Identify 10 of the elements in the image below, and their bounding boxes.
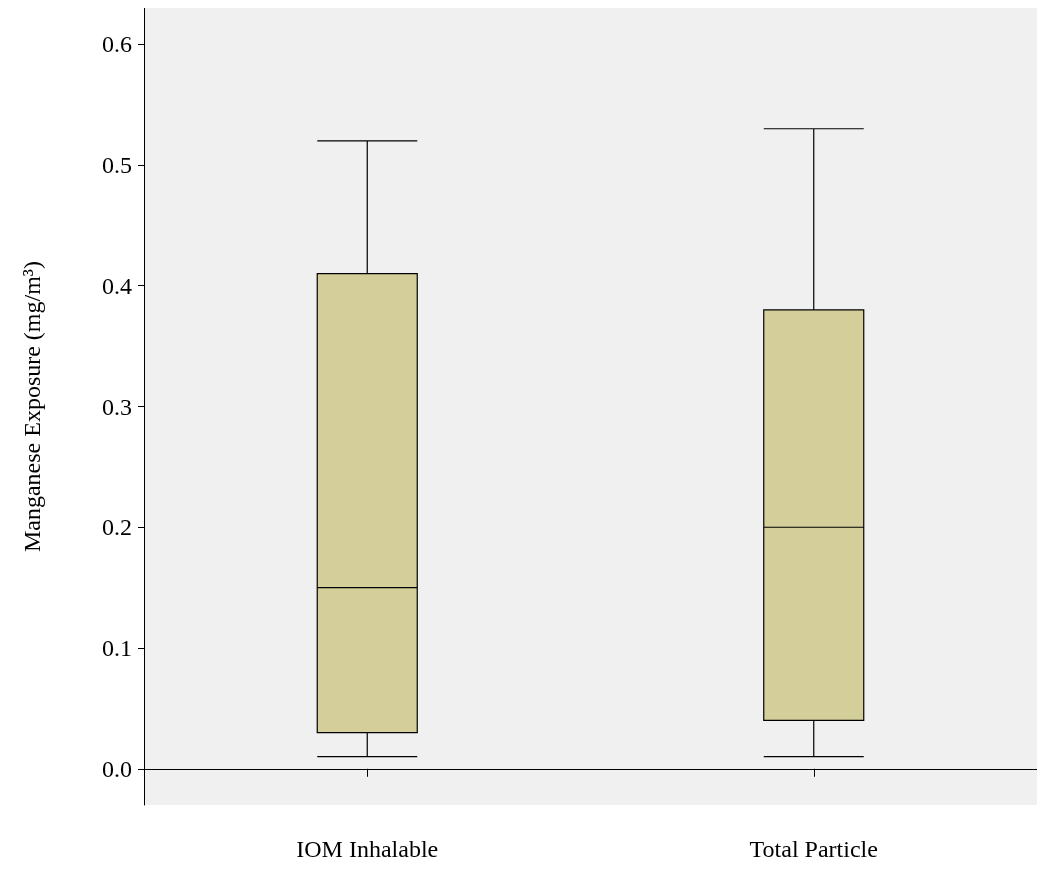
x-tick-label: Total Particle <box>749 836 878 862</box>
y-tick-label: 0.3 <box>102 393 132 420</box>
y-tick-label: 0.4 <box>102 272 132 299</box>
y-tick-label: 0.2 <box>102 514 132 541</box>
y-tick-label: 0.1 <box>102 635 132 662</box>
x-tick-label: IOM Inhalable <box>296 836 439 862</box>
y-tick-label: 0.6 <box>102 31 132 58</box>
y-axis-title: Manganese Exposure (mg/m³) <box>19 260 45 553</box>
y-tick-label: 0.5 <box>102 151 132 178</box>
y-tick-label: 0.0 <box>102 755 132 782</box>
